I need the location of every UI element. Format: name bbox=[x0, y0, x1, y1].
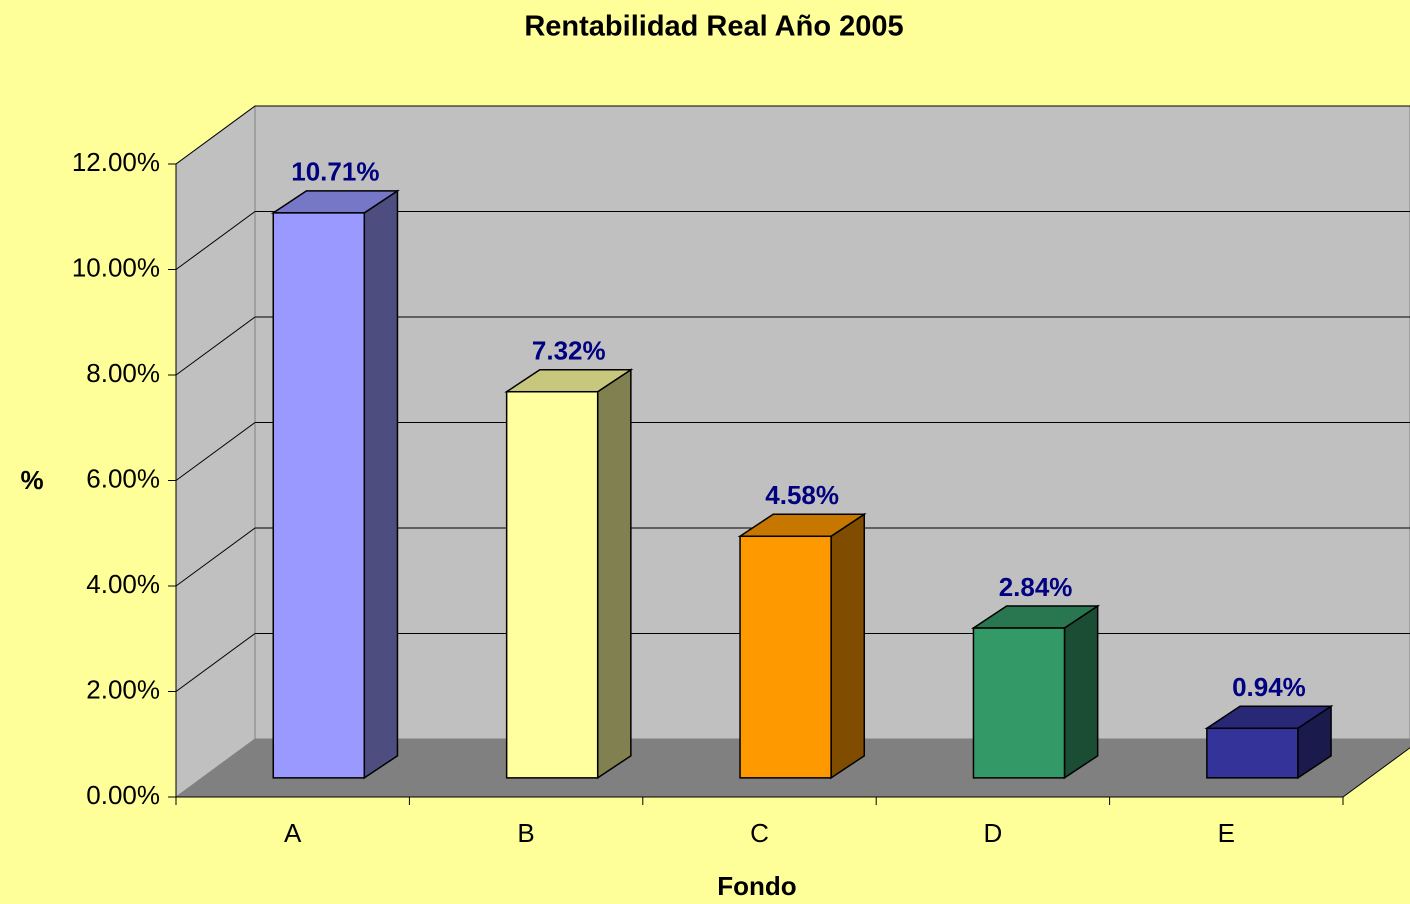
grid-line bbox=[175, 316, 256, 376]
y-tick-label: 6.00% bbox=[86, 463, 160, 493]
bar-side bbox=[596, 368, 632, 780]
y-tick-label: 2.00% bbox=[86, 674, 160, 704]
bar-side bbox=[830, 512, 866, 780]
value-label: 4.58% bbox=[765, 480, 839, 510]
x-axis-depth bbox=[1342, 747, 1410, 798]
y-tick-label: 10.00% bbox=[72, 252, 160, 282]
grid-line bbox=[175, 105, 256, 165]
bar bbox=[272, 212, 366, 779]
x-tick-label: B bbox=[517, 818, 534, 848]
value-label: 10.71% bbox=[291, 157, 379, 187]
x-axis-title: Fondo bbox=[717, 871, 796, 901]
value-label: 0.94% bbox=[1232, 672, 1306, 702]
value-label: 2.84% bbox=[999, 572, 1073, 602]
x-tick-label: C bbox=[750, 818, 769, 848]
y-tick-label: 4.00% bbox=[86, 569, 160, 599]
bar bbox=[505, 390, 599, 779]
bar bbox=[739, 535, 832, 779]
grid-line bbox=[175, 422, 256, 481]
y-axis-title: % bbox=[20, 465, 43, 495]
value-label: 7.32% bbox=[532, 336, 606, 366]
grid-line bbox=[175, 211, 256, 270]
x-tick-label: D bbox=[984, 818, 1003, 848]
bar-side bbox=[1063, 604, 1099, 780]
x-tick-label: E bbox=[1218, 818, 1235, 848]
bar bbox=[972, 627, 1066, 779]
grid-line bbox=[175, 633, 256, 692]
y-tick-label: 12.00% bbox=[72, 147, 160, 177]
bar-side bbox=[363, 189, 399, 780]
grid-line bbox=[175, 527, 256, 587]
chart-title: Rentabilidad Real Año 2005 bbox=[524, 11, 903, 43]
y-tick-label: 0.00% bbox=[86, 780, 160, 810]
x-tick-label: A bbox=[284, 818, 302, 848]
bar bbox=[1206, 727, 1299, 779]
y-tick-label: 8.00% bbox=[86, 358, 160, 388]
